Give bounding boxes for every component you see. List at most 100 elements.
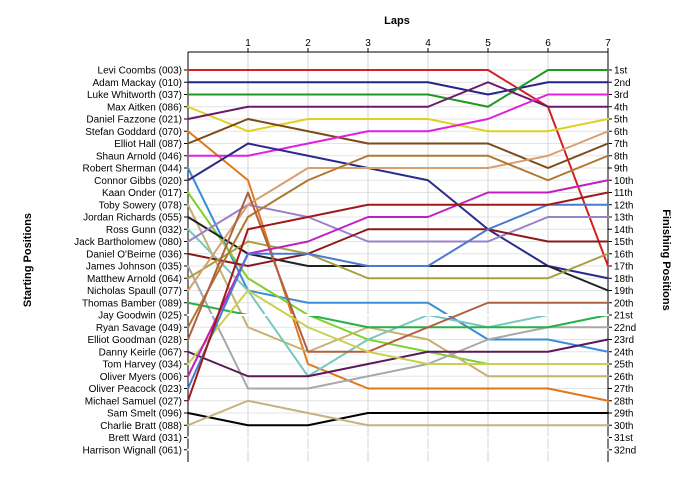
series-line-15 bbox=[187, 203, 609, 243]
lap-label-3: 3 bbox=[365, 38, 371, 49]
driver-label-1: Levi Coombs (003) bbox=[98, 66, 182, 77]
finish-label-25: 25th bbox=[614, 360, 633, 371]
driver-label-18: Matthew Arnold (064) bbox=[87, 274, 182, 285]
driver-label-20: Thomas Bamber (089) bbox=[82, 298, 182, 309]
finish-label-11: 11th bbox=[614, 188, 633, 199]
driver-label-32: Harrison Wignall (061) bbox=[83, 445, 182, 456]
finish-label-15: 15th bbox=[614, 237, 633, 248]
left-axis-title: Starting Positions bbox=[22, 213, 34, 307]
driver-label-12: Toby Sowery (078) bbox=[99, 200, 182, 211]
driver-label-29: Sam Smelt (096) bbox=[107, 409, 182, 420]
finish-label-13: 13th bbox=[614, 213, 633, 224]
finish-label-17: 17th bbox=[614, 262, 633, 273]
finish-label-22: 22nd bbox=[614, 323, 636, 334]
driver-label-25: Tom Harvey (034) bbox=[103, 360, 182, 371]
series-line-10 bbox=[187, 142, 609, 280]
finish-label-1: 1st bbox=[614, 66, 628, 77]
driver-label-11: Kaan Onder (017) bbox=[102, 188, 182, 199]
series-line-30 bbox=[187, 399, 609, 427]
finish-label-10: 10th bbox=[614, 176, 633, 187]
driver-label-19: Nicholas Spaull (077) bbox=[87, 286, 182, 297]
driver-label-2: Adam Mackay (010) bbox=[93, 78, 182, 89]
finish-label-27: 27th bbox=[614, 384, 633, 395]
series-line-9 bbox=[187, 167, 609, 353]
finish-label-6: 6th bbox=[614, 127, 628, 138]
finish-label-32: 32nd bbox=[614, 445, 636, 456]
driver-label-16: Daniel O'Beirne (036) bbox=[86, 249, 182, 260]
driver-label-15: Jack Bartholomew (080) bbox=[74, 237, 182, 248]
series-line-8 bbox=[187, 93, 609, 157]
driver-label-13: Jordan Richards (055) bbox=[83, 213, 182, 224]
lap-label-4: 4 bbox=[425, 38, 431, 49]
lap-label-5: 5 bbox=[485, 38, 491, 49]
finish-label-18: 18th bbox=[614, 274, 633, 285]
driver-label-27: Oliver Peacock (023) bbox=[89, 384, 182, 395]
driver-label-5: Daniel Fazzone (021) bbox=[86, 115, 182, 126]
series-line-12 bbox=[187, 203, 609, 378]
driver-label-8: Shaun Arnold (046) bbox=[96, 151, 182, 162]
series-line-17 bbox=[187, 265, 609, 390]
series-line-1 bbox=[187, 69, 609, 267]
finish-label-14: 14th bbox=[614, 225, 633, 236]
driver-label-31: Brett Ward (031) bbox=[108, 433, 182, 444]
driver-label-10: Connor Gibbs (020) bbox=[94, 176, 182, 187]
driver-label-3: Luke Whitworth (037) bbox=[87, 90, 182, 101]
finish-label-20: 20th bbox=[614, 298, 633, 309]
finish-label-16: 16th bbox=[614, 249, 633, 260]
driver-label-4: Max Aitken (086) bbox=[107, 102, 182, 113]
series-line-16 bbox=[187, 228, 609, 267]
finish-label-5: 5th bbox=[614, 115, 628, 126]
finish-label-2: 2nd bbox=[614, 78, 631, 89]
series-line-2 bbox=[187, 81, 609, 96]
series-line-18 bbox=[187, 240, 609, 280]
series-line-29 bbox=[187, 412, 609, 427]
finish-label-24: 24th bbox=[614, 347, 633, 358]
finish-label-3: 3rd bbox=[614, 90, 628, 101]
lap-tick-labels: 1 2 3 4 5 6 7 bbox=[245, 38, 611, 49]
driver-label-17: James Johnson (035) bbox=[86, 262, 182, 273]
series-line-28 bbox=[187, 191, 609, 402]
driver-label-6: Stefan Goddard (070) bbox=[85, 127, 182, 138]
lap-label-2: 2 bbox=[305, 38, 311, 49]
right-axis-title: Finishing Positions bbox=[660, 209, 672, 310]
series-line-23 bbox=[187, 191, 609, 353]
driver-label-22: Ryan Savage (049) bbox=[96, 323, 182, 334]
series-line-19 bbox=[187, 130, 609, 292]
chart-title: Laps bbox=[384, 15, 410, 27]
finish-label-30: 30th bbox=[614, 421, 633, 432]
series-line-26 bbox=[187, 179, 609, 378]
starting-position-labels: Levi Coombs (003)Adam Mackay (010)Luke W… bbox=[74, 66, 182, 457]
series-line-3 bbox=[187, 69, 609, 108]
driver-label-23: Elliot Goodman (028) bbox=[88, 335, 183, 346]
finish-label-23: 23rd bbox=[614, 335, 634, 346]
finish-label-4: 4th bbox=[614, 102, 628, 113]
lap-label-7: 7 bbox=[605, 38, 611, 49]
finish-label-12: 12th bbox=[614, 200, 633, 211]
finish-label-31: 31st bbox=[614, 433, 633, 444]
finish-label-19: 19th bbox=[614, 286, 633, 297]
series-line-4 bbox=[187, 105, 609, 133]
driver-label-7: Elliot Hall (087) bbox=[114, 139, 182, 150]
driver-label-26: Oliver Myers (006) bbox=[100, 372, 182, 383]
series-lines bbox=[187, 69, 609, 451]
lap-label-6: 6 bbox=[545, 38, 551, 49]
series-line-22 bbox=[187, 154, 609, 329]
lap-label-1: 1 bbox=[245, 38, 251, 49]
driver-label-28: Michael Samuel (027) bbox=[85, 396, 182, 407]
driver-label-24: Danny Keirle (067) bbox=[99, 347, 182, 358]
driver-label-9: Robert Sherman (044) bbox=[83, 164, 183, 175]
driver-label-14: Ross Gunn (032) bbox=[106, 225, 182, 236]
driver-label-30: Charlie Bratt (088) bbox=[100, 421, 182, 432]
series-line-27 bbox=[187, 203, 609, 390]
series-line-5 bbox=[187, 81, 609, 120]
driver-label-21: Jay Goodwin (025) bbox=[98, 311, 182, 322]
finish-label-7: 7th bbox=[614, 139, 628, 150]
finish-label-8: 8th bbox=[614, 151, 628, 162]
series-line-7 bbox=[187, 118, 609, 169]
series-line-25 bbox=[187, 289, 609, 365]
finish-label-21: 21st bbox=[614, 311, 633, 322]
finish-label-26: 26th bbox=[614, 372, 633, 383]
